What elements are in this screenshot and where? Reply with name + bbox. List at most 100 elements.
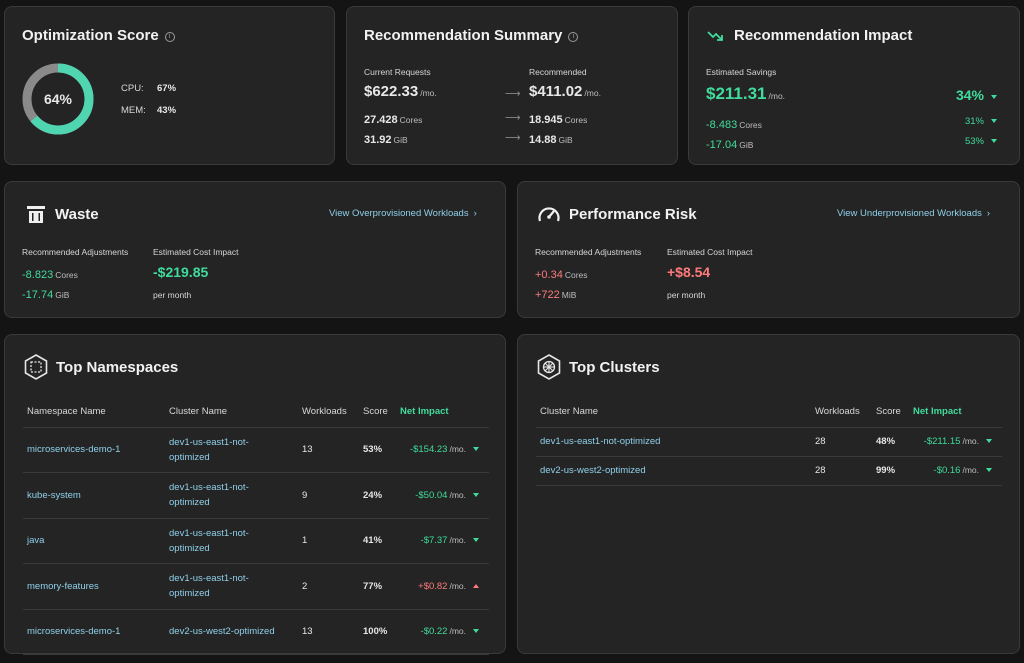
recommended-cost-unit: /mo. [584, 88, 601, 98]
cores-impact-value: -8.483 [706, 119, 738, 131]
net-impact[interactable]: -$211.15/mo. [913, 427, 1002, 457]
namespace-name-link[interactable]: kube-system [23, 472, 169, 519]
risk-cost-value: +$8.54 [667, 264, 711, 280]
estimated-savings-value: $211.31 [706, 84, 767, 103]
top-namespaces-title: Top Namespaces [56, 359, 179, 376]
cluster-name-link[interactable]: dev2-us-west2-optimized [169, 609, 302, 655]
recommendation-impact-card: Recommendation Impact Estimated Savings … [688, 6, 1020, 165]
namespace-name-link[interactable]: microservices-demo-1 [23, 427, 169, 473]
net-impact[interactable]: +$0.82/mo. [400, 563, 489, 610]
net-impact-value: -$0.22 [420, 626, 448, 638]
waste-memory-unit: GiB [55, 290, 70, 300]
column-header-score[interactable]: Score [876, 397, 913, 428]
cores-percent-value: 31% [964, 116, 984, 127]
info-icon[interactable]: i [164, 32, 175, 42]
cluster-name-link[interactable]: dev1-us-east1-not-optimized [169, 427, 302, 473]
cores-percent: 31% [965, 116, 997, 127]
net-impact[interactable]: -$154.23/mo. [400, 427, 489, 473]
risk-cost-label: Estimated Cost Impact [667, 247, 753, 257]
waste-per-month: per month [153, 290, 192, 300]
namespace-name-link[interactable]: java [23, 518, 169, 564]
column-header-cluster[interactable]: Cluster Name [169, 397, 302, 428]
net-impact-unit: /mo. [962, 436, 979, 446]
cluster-name-link[interactable]: dev2-us-west2-optimized [536, 456, 815, 486]
memory-impact-unit: GiB [739, 140, 754, 150]
chevron-down-icon[interactable] [473, 447, 479, 452]
mem-label: MEM: [121, 105, 146, 116]
risk-cores-unit: Cores [564, 270, 588, 280]
risk-adjustments-label: Recommended Adjustments [535, 247, 642, 257]
net-impact[interactable]: -$7.37/mo. [400, 518, 489, 564]
table-row[interactable]: dev2-us-west2-optimized 28 99% -$0.16/mo. [536, 456, 1002, 486]
cluster-name-link[interactable]: dev1-us-east1-not-optimized [169, 472, 302, 519]
net-impact[interactable]: -$50.04/mo. [400, 472, 489, 519]
workloads-count: 28 [815, 456, 876, 486]
column-header-net-impact[interactable]: Net Impact [400, 397, 489, 428]
table-row[interactable]: dev1-us-east1-not-optimized 28 48% -$211.15… [536, 427, 1002, 457]
score-value: 100% [363, 609, 400, 655]
performance-risk-card: Performance Risk View Underprovisioned W… [517, 181, 1020, 318]
current-cost-value: $622.33 [364, 83, 419, 100]
chevron-up-icon[interactable] [473, 583, 479, 588]
table-row[interactable]: java dev1-us-east1-not-optimized 1 41% -$7.3… [23, 518, 489, 564]
waste-cores-unit: Cores [55, 270, 78, 280]
trend-down-icon [707, 31, 723, 41]
savings-percent-value: 34% [955, 87, 984, 103]
column-header-score[interactable]: Score [363, 397, 400, 428]
chevron-down-icon[interactable] [473, 538, 479, 543]
info-icon[interactable]: i [568, 32, 579, 42]
optimization-score-title: Optimization Score i [22, 27, 175, 44]
score-value: 53% [363, 427, 400, 473]
namespace-name-link[interactable]: microservices-demo-1 [23, 609, 169, 655]
score-donut [22, 63, 94, 135]
arrow-icon: ⟶ [505, 112, 521, 124]
table-row[interactable]: memory-features dev1-us-east1-not-optimiz… [23, 563, 489, 610]
memory-percent: 53% [965, 136, 997, 147]
net-impact-unit: /mo. [449, 535, 466, 546]
workloads-count: 13 [302, 609, 363, 655]
view-overprovisioned-link[interactable]: View Overprovisioned Workloads › [329, 208, 477, 219]
namespace-name-link[interactable]: memory-features [23, 563, 169, 610]
clusters-table: Cluster Name Workloads Score Net Impact … [536, 397, 1002, 486]
table-row[interactable]: microservices-demo-1 dev2-us-west2-optimi… [23, 609, 489, 655]
cluster-name-link[interactable]: dev1-us-east1-not-optimized [536, 427, 815, 457]
score-donut-arc [22, 63, 94, 135]
estimated-savings: $211.31/mo. [706, 84, 785, 104]
recommended-cores-value: 18.945 [529, 114, 563, 126]
column-header-workloads[interactable]: Workloads [302, 397, 363, 428]
chevron-down-icon[interactable] [473, 492, 479, 497]
column-header-cluster[interactable]: Cluster Name [536, 397, 815, 428]
estimated-savings-label: Estimated Savings [706, 67, 777, 77]
net-impact-value: +$0.82 [418, 580, 448, 592]
net-impact-unit: /mo. [962, 465, 979, 475]
table-row[interactable]: kube-system dev1-us-east1-not-optimized 9 2… [23, 472, 489, 519]
chevron-down-icon[interactable] [986, 439, 992, 443]
column-header-net-impact[interactable]: Net Impact [913, 397, 1002, 428]
kubernetes-icon [537, 354, 561, 380]
waste-adjustments-label: Recommended Adjustments [22, 247, 129, 257]
net-impact[interactable]: -$0.22/mo. [400, 609, 489, 655]
current-cost-unit: /mo. [420, 88, 437, 98]
current-memory: 31.92 GiB [364, 130, 408, 148]
table-row[interactable]: microservices-demo-1 dev1-us-east1-not-op… [23, 427, 489, 473]
net-impact[interactable]: -$0.16/mo. [913, 456, 1002, 486]
score-value: 24% [363, 472, 400, 519]
column-header-namespace[interactable]: Namespace Name [23, 397, 169, 428]
net-impact-value: -$0.16 [933, 465, 961, 476]
net-impact-unit: /mo. [449, 626, 466, 637]
recommended-cost-value: $411.02 [529, 83, 583, 100]
optimization-score-card: Optimization Score i 64% CPU: 67% MEM: 43… [4, 6, 335, 165]
cluster-name-link[interactable]: dev1-us-east1-not-optimized [169, 563, 302, 610]
chevron-right-icon: › [986, 208, 991, 219]
memory-percent-value: 53% [964, 136, 984, 147]
cluster-name-link[interactable]: dev1-us-east1-not-optimized [169, 518, 302, 564]
table-header-row: Cluster Name Workloads Score Net Impact [536, 397, 1002, 428]
top-clusters-card: Top Clusters Cluster Name Workloads Scor… [517, 334, 1020, 654]
namespaces-table: Namespace Name Cluster Name Workloads Sc… [23, 397, 489, 655]
column-header-workloads[interactable]: Workloads [815, 397, 876, 428]
chevron-down-icon[interactable] [986, 468, 992, 472]
chevron-down-icon[interactable] [473, 629, 479, 634]
view-underprovisioned-link[interactable]: View Underprovisioned Workloads › [837, 208, 990, 219]
risk-cores-value: +0.34 [535, 269, 563, 281]
cores-impact-unit: Cores [739, 120, 762, 130]
